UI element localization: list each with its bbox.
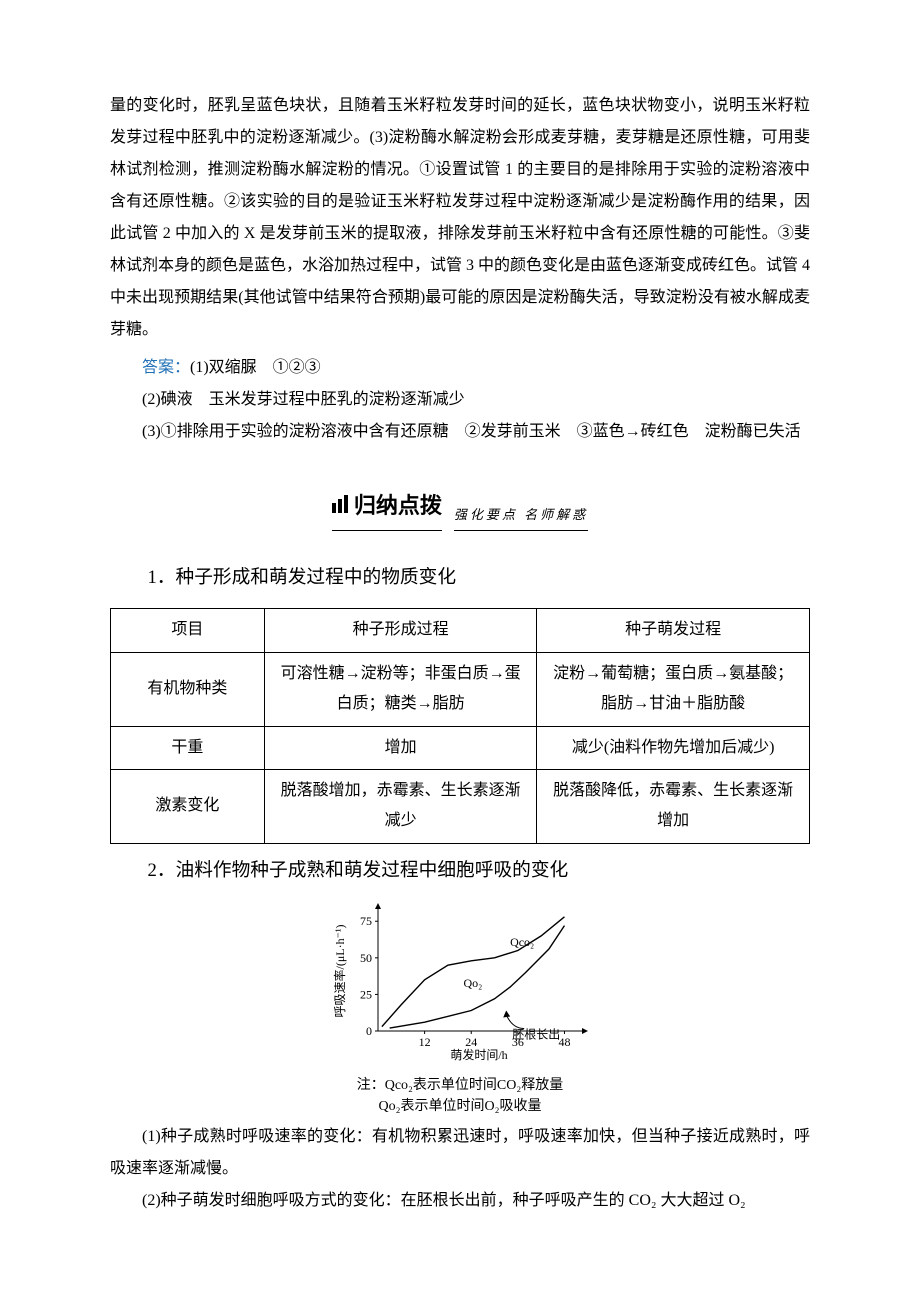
subheading-2: 2．油料作物种子成熟和萌发过程中细胞呼吸的变化 — [110, 852, 810, 889]
cell: 减少(油料作物先增加后减少) — [537, 726, 810, 769]
table-row: 激素变化 脱落酸增加，赤霉素、生长素逐渐减少 脱落酸降低，赤霉素、生长素逐渐增加 — [111, 770, 810, 844]
svg-text:12: 12 — [419, 1035, 431, 1049]
subheading-1: 1．种子形成和萌发过程中的物质变化 — [110, 559, 810, 596]
col-header-2: 种子萌发过程 — [537, 609, 810, 652]
cell: 脱落酸降低，赤霉素、生长素逐渐增加 — [537, 770, 810, 844]
svg-text:Qco₂: Qco₂ — [510, 935, 534, 949]
answer-1-text: (1)双缩脲 ①②③ — [190, 359, 321, 376]
svg-text:24: 24 — [465, 1035, 477, 1049]
svg-text:Qo₂: Qo₂ — [463, 976, 482, 990]
answer-label: 答案： — [142, 359, 190, 376]
answer-block: 答案：(1)双缩脲 ①②③ (2)碘液 玉米发芽过程中胚乳的淀粉逐渐减少 (3)… — [110, 352, 810, 448]
section-title: 归纳点拨 — [354, 484, 442, 528]
cell: 可溶性糖→淀粉等；非蛋白质→蛋白质；糖类→脂肪 — [264, 652, 537, 726]
col-header-0: 项目 — [111, 609, 265, 652]
explanation-paragraph: 量的变化时，胚乳呈蓝色块状，且随着玉米籽粒发芽时间的延长，蓝色块状物变小，说明玉… — [110, 90, 810, 346]
section-subtitle: 强化要点 名师解惑 — [454, 502, 588, 531]
section-title-wrap: 归纳点拨 — [332, 484, 442, 531]
point-2: (2)种子萌发时细胞呼吸方式的变化：在胚根长出前，种子呼吸产生的 CO₂ 大大超… — [110, 1185, 810, 1217]
svg-text:萌发时间/h: 萌发时间/h — [450, 1047, 507, 1061]
col-header-1: 种子形成过程 — [264, 609, 537, 652]
cell: 脱落酸增加，赤霉素、生长素逐渐减少 — [264, 770, 537, 844]
cell: 增加 — [264, 726, 537, 769]
cell: 激素变化 — [111, 770, 265, 844]
respiration-chart: 025507512243648Qco₂Qo₂胚根长出萌发时间/h呼吸速率/(μL… — [110, 901, 810, 1117]
caption-line-1: 注：Qco₂表示单位时间CO₂释放量 — [110, 1075, 810, 1096]
svg-text:48: 48 — [558, 1035, 570, 1049]
answer-line-3: (3)①排除用于实验的淀粉溶液中含有还原糖 ②发芽前玉米 ③蓝色→砖红色 淀粉酶… — [110, 416, 810, 448]
caption-line-2: Qo₂表示单位时间O₂吸收量 — [110, 1096, 810, 1117]
svg-text:75: 75 — [360, 914, 372, 928]
chart-svg: 025507512243648Qco₂Qo₂胚根长出萌发时间/h呼吸速率/(μL… — [330, 901, 590, 1061]
svg-text:0: 0 — [366, 1024, 372, 1038]
svg-text:胚根长出: 胚根长出 — [512, 1028, 560, 1042]
svg-text:呼吸速率/(μL·h⁻¹): 呼吸速率/(μL·h⁻¹) — [332, 925, 347, 1018]
point-1: (1)种子成熟时呼吸速率的变化：有机物积累迅速时，呼吸速率加快，但当种子接近成熟… — [110, 1121, 810, 1185]
cell: 干重 — [111, 726, 265, 769]
table-row: 干重 增加 减少(油料作物先增加后减少) — [111, 726, 810, 769]
table-row: 有机物种类 可溶性糖→淀粉等；非蛋白质→蛋白质；糖类→脂肪 淀粉→葡萄糖；蛋白质… — [111, 652, 810, 726]
chart-caption: 注：Qco₂表示单位时间CO₂释放量 Qo₂表示单位时间O₂吸收量 — [110, 1075, 810, 1117]
svg-text:50: 50 — [360, 951, 372, 965]
cell: 有机物种类 — [111, 652, 265, 726]
comparison-table: 项目 种子形成过程 种子萌发过程 有机物种类 可溶性糖→淀粉等；非蛋白质→蛋白质… — [110, 608, 810, 843]
cell: 淀粉→葡萄糖；蛋白质→氨基酸；脂肪→甘油＋脂肪酸 — [537, 652, 810, 726]
answer-line-1: 答案：(1)双缩脲 ①②③ — [110, 352, 810, 384]
bars-icon — [332, 495, 348, 513]
answer-line-2: (2)碘液 玉米发芽过程中胚乳的淀粉逐渐减少 — [110, 384, 810, 416]
svg-text:25: 25 — [360, 988, 372, 1002]
section-header: 归纳点拨 强化要点 名师解惑 — [110, 484, 810, 531]
table-header-row: 项目 种子形成过程 种子萌发过程 — [111, 609, 810, 652]
